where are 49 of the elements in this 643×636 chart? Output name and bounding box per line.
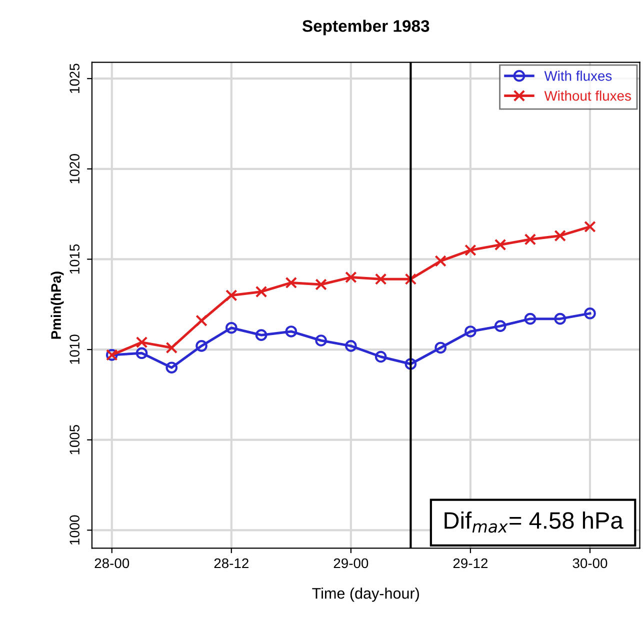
y-tick-label: 1005	[70, 424, 80, 454]
x-tick-label: 28-00	[94, 558, 130, 568]
point	[554, 230, 566, 242]
point	[374, 273, 387, 285]
y-tick-label: 1015	[70, 244, 80, 274]
point	[315, 278, 327, 290]
point	[374, 350, 387, 363]
point	[225, 289, 238, 302]
point	[285, 326, 298, 338]
legend-label: Without fluxes	[544, 90, 631, 101]
y-axis-title: Pmin(hPa)	[50, 272, 64, 339]
point	[285, 276, 298, 289]
point	[345, 340, 357, 352]
point	[136, 347, 148, 360]
point	[136, 336, 148, 348]
y-tick-label: 1000	[70, 515, 80, 545]
point	[315, 334, 327, 346]
y-tick-label: 1025	[70, 64, 80, 93]
point	[524, 233, 536, 246]
x-tick-label: 28-12	[214, 558, 248, 568]
point	[464, 326, 476, 338]
point	[196, 314, 208, 327]
point	[584, 308, 596, 320]
point	[166, 362, 178, 374]
x-tick-label: 30-00	[572, 558, 608, 568]
point	[524, 312, 536, 325]
y-tick-label: 1010	[70, 334, 80, 364]
point	[345, 271, 357, 284]
point	[494, 320, 506, 332]
x-axis-title: Time (day-hour)	[312, 588, 419, 602]
point	[255, 329, 268, 341]
chart-title: September 1983	[302, 20, 430, 36]
point	[255, 286, 268, 298]
point	[404, 273, 417, 285]
x-tick-label: 29-00	[334, 558, 368, 568]
point	[554, 312, 566, 325]
point	[225, 322, 238, 334]
point	[434, 342, 446, 354]
y-tick-label: 1020	[70, 154, 80, 184]
point	[434, 255, 446, 267]
legend-label: With fluxes	[544, 70, 612, 81]
point	[166, 342, 178, 354]
point	[404, 358, 417, 370]
point	[494, 238, 506, 251]
point	[584, 220, 596, 233]
point	[196, 340, 208, 352]
point	[464, 244, 476, 256]
x-tick-label: 29-12	[453, 558, 488, 568]
annotation: Dif$_{max}$= 4.58 hPa	[444, 512, 624, 533]
